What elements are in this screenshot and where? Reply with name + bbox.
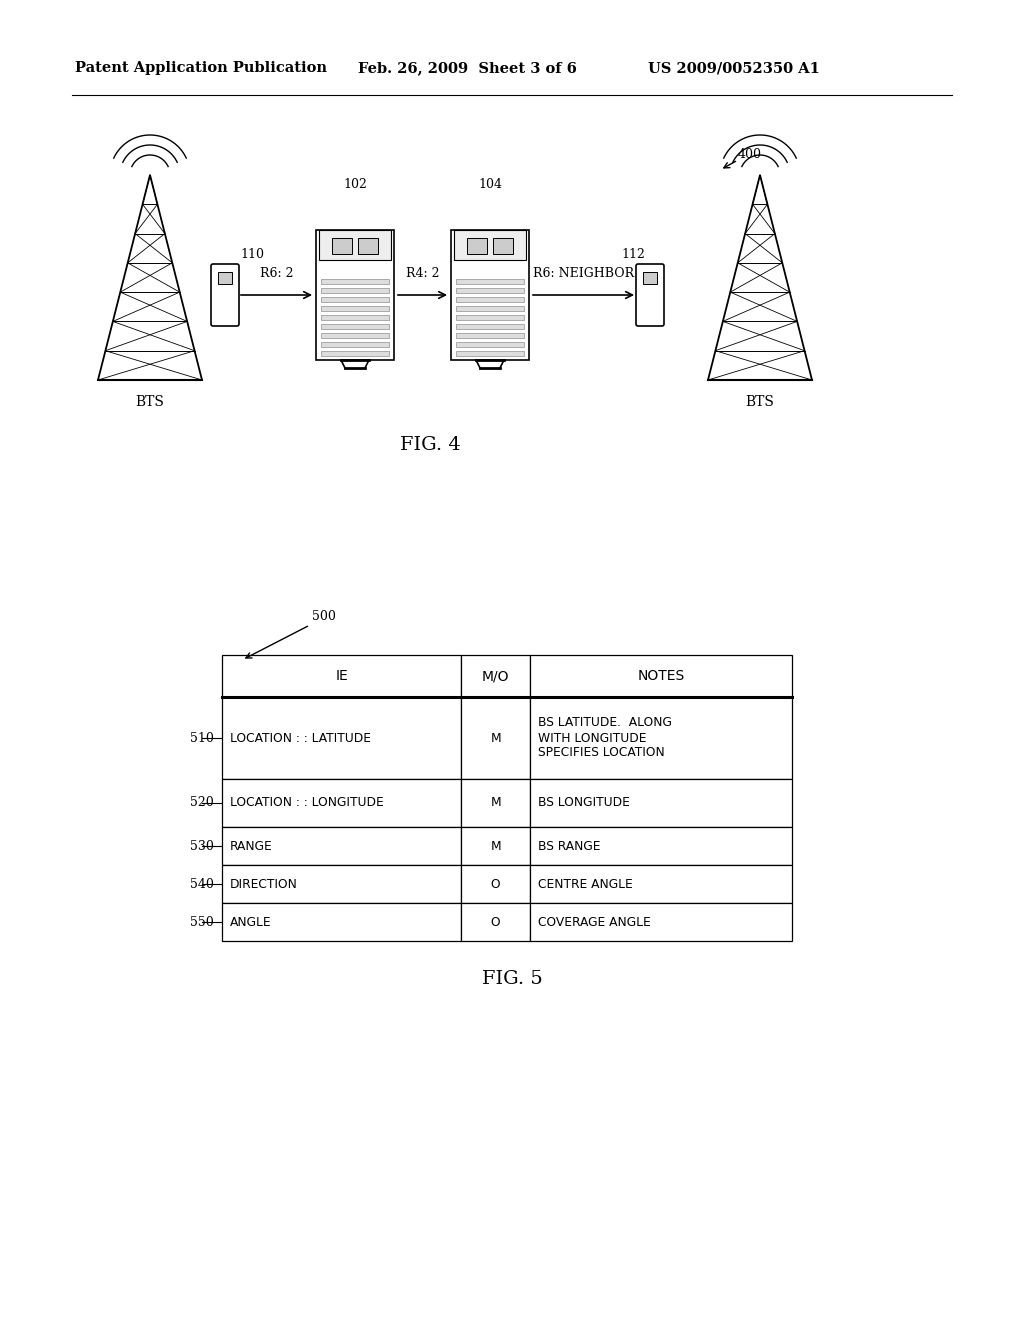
Bar (456, 288, 524, 293)
Bar (462, 865, 529, 903)
Bar (321, 306, 389, 312)
Bar (529, 865, 792, 903)
Bar (218, 272, 232, 284)
Text: M: M (490, 731, 501, 744)
Bar (451, 230, 529, 360)
Text: IE: IE (335, 669, 348, 682)
Bar (462, 903, 529, 941)
Bar (456, 333, 524, 338)
Text: M/O: M/O (482, 669, 509, 682)
Text: LOCATION : : LONGITUDE: LOCATION : : LONGITUDE (230, 796, 384, 809)
Text: LOCATION : : LATITUDE: LOCATION : : LATITUDE (230, 731, 371, 744)
Bar (456, 306, 524, 312)
Text: NOTES: NOTES (637, 669, 684, 682)
Bar (454, 230, 526, 260)
Text: BS LATITUDE.  ALONG
WITH LONGITUDE
SPECIFIES LOCATION: BS LATITUDE. ALONG WITH LONGITUDE SPECIF… (538, 717, 672, 759)
Text: COVERAGE ANGLE: COVERAGE ANGLE (538, 916, 650, 928)
Text: US 2009/0052350 A1: US 2009/0052350 A1 (648, 61, 820, 75)
Bar (456, 351, 524, 356)
Bar (222, 828, 462, 865)
Bar (643, 272, 657, 284)
Text: BTS: BTS (135, 395, 165, 409)
Bar (358, 238, 378, 253)
Text: BS RANGE: BS RANGE (538, 840, 600, 853)
Text: R4: 2: R4: 2 (406, 267, 439, 280)
Bar (493, 238, 513, 253)
Bar (529, 903, 792, 941)
Text: BTS: BTS (745, 395, 774, 409)
Bar (321, 323, 389, 329)
Bar (321, 297, 389, 302)
Bar (319, 230, 391, 260)
Bar (222, 697, 462, 779)
Bar (456, 323, 524, 329)
Text: O: O (490, 916, 501, 928)
Text: 550: 550 (190, 916, 214, 928)
Text: RANGE: RANGE (230, 840, 272, 853)
Bar (529, 828, 792, 865)
Bar (456, 315, 524, 319)
Bar (462, 655, 529, 697)
Text: BS LONGITUDE: BS LONGITUDE (538, 796, 630, 809)
Text: 400: 400 (738, 149, 762, 161)
Text: O: O (490, 878, 501, 891)
Text: Feb. 26, 2009  Sheet 3 of 6: Feb. 26, 2009 Sheet 3 of 6 (358, 61, 577, 75)
Text: 520: 520 (190, 796, 214, 809)
Text: ANGLE: ANGLE (230, 916, 271, 928)
Bar (321, 351, 389, 356)
Text: FIG. 5: FIG. 5 (481, 970, 543, 987)
FancyBboxPatch shape (636, 264, 664, 326)
Text: 530: 530 (190, 840, 214, 853)
Text: DIRECTION: DIRECTION (230, 878, 298, 891)
Bar (321, 315, 389, 319)
Bar (321, 333, 389, 338)
FancyBboxPatch shape (211, 264, 239, 326)
Text: 110: 110 (240, 248, 264, 261)
Text: 102: 102 (343, 178, 367, 191)
Text: 500: 500 (312, 610, 336, 623)
Text: 104: 104 (478, 178, 502, 191)
Text: CENTRE ANGLE: CENTRE ANGLE (538, 878, 633, 891)
Bar (462, 779, 529, 828)
Bar (529, 697, 792, 779)
Bar (529, 779, 792, 828)
Bar (529, 655, 792, 697)
Bar (321, 288, 389, 293)
Bar (332, 238, 352, 253)
Text: M: M (490, 796, 501, 809)
Bar (456, 279, 524, 284)
Bar (462, 828, 529, 865)
Bar (316, 230, 394, 360)
Text: 112: 112 (622, 248, 645, 261)
Text: Patent Application Publication: Patent Application Publication (75, 61, 327, 75)
Bar (222, 655, 462, 697)
Text: R6: 2: R6: 2 (260, 267, 293, 280)
Bar (222, 903, 462, 941)
Bar (462, 697, 529, 779)
Bar (222, 865, 462, 903)
Text: M: M (490, 840, 501, 853)
Bar (456, 297, 524, 302)
Text: FIG. 4: FIG. 4 (399, 436, 461, 454)
Text: 540: 540 (190, 878, 214, 891)
Bar (222, 779, 462, 828)
Bar (321, 279, 389, 284)
Bar (467, 238, 487, 253)
Text: R6: NEIGHBOR: R6: NEIGHBOR (532, 267, 634, 280)
Bar (456, 342, 524, 347)
Text: 510: 510 (190, 731, 214, 744)
Bar (321, 342, 389, 347)
